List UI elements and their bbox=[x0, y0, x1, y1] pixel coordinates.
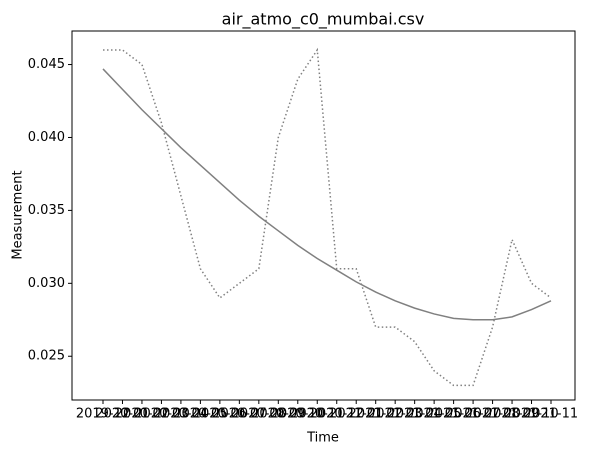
data-line bbox=[102, 68, 552, 321]
x-tick-label: 2020-03 bbox=[134, 407, 188, 422]
x-tick-label: 2019-12 bbox=[76, 407, 130, 422]
x-tick-label: 2021-06 bbox=[426, 407, 480, 422]
x-tick-label: 2021-07 bbox=[446, 407, 500, 422]
x-tick-label: 2020-06 bbox=[193, 407, 247, 422]
x-tick-label: 2020-01 bbox=[95, 407, 149, 422]
x-tick-label: 2021-01 bbox=[329, 407, 383, 422]
x-tick-label: 2020-08 bbox=[232, 407, 286, 422]
x-tick-label: 2020-02 bbox=[115, 407, 169, 422]
x-tick-label: 2021-05 bbox=[407, 407, 461, 422]
x-tick-label: 2021-04 bbox=[387, 407, 441, 422]
x-tick-label: 2020-12 bbox=[310, 407, 364, 422]
y-tick-label: 0.045 bbox=[28, 57, 65, 72]
x-tick-label: 2020-05 bbox=[173, 407, 227, 422]
y-tick-label: 0.035 bbox=[28, 203, 65, 218]
x-tick-label: 2021-10 bbox=[504, 407, 558, 422]
x-tick-label: 2021-02 bbox=[349, 407, 403, 422]
chart-title: air_atmo_c0_mumbai.csv bbox=[222, 10, 425, 30]
y-tick-label: 0.025 bbox=[28, 349, 65, 364]
x-tick-label: 2020-11 bbox=[290, 407, 344, 422]
x-axis-label: Time bbox=[306, 431, 339, 446]
x-tick-label: 2020-10 bbox=[271, 407, 325, 422]
x-tick-label: 2020-04 bbox=[154, 407, 208, 422]
x-tick-label: 2021-09 bbox=[485, 407, 539, 422]
y-tick-label: 0.030 bbox=[28, 276, 65, 291]
x-tick-label: 2020-09 bbox=[251, 407, 305, 422]
x-tick-label: 2021-08 bbox=[465, 407, 519, 422]
x-tick-label: 2020-07 bbox=[212, 407, 266, 422]
y-tick-label: 0.040 bbox=[28, 130, 65, 145]
x-tick-label: 2021-11 bbox=[524, 407, 578, 422]
plot-frame bbox=[71, 30, 576, 401]
x-tick-label: 2021-03 bbox=[368, 407, 422, 422]
data-line bbox=[103, 47, 552, 387]
y-axis-label: Measurement bbox=[11, 170, 26, 259]
